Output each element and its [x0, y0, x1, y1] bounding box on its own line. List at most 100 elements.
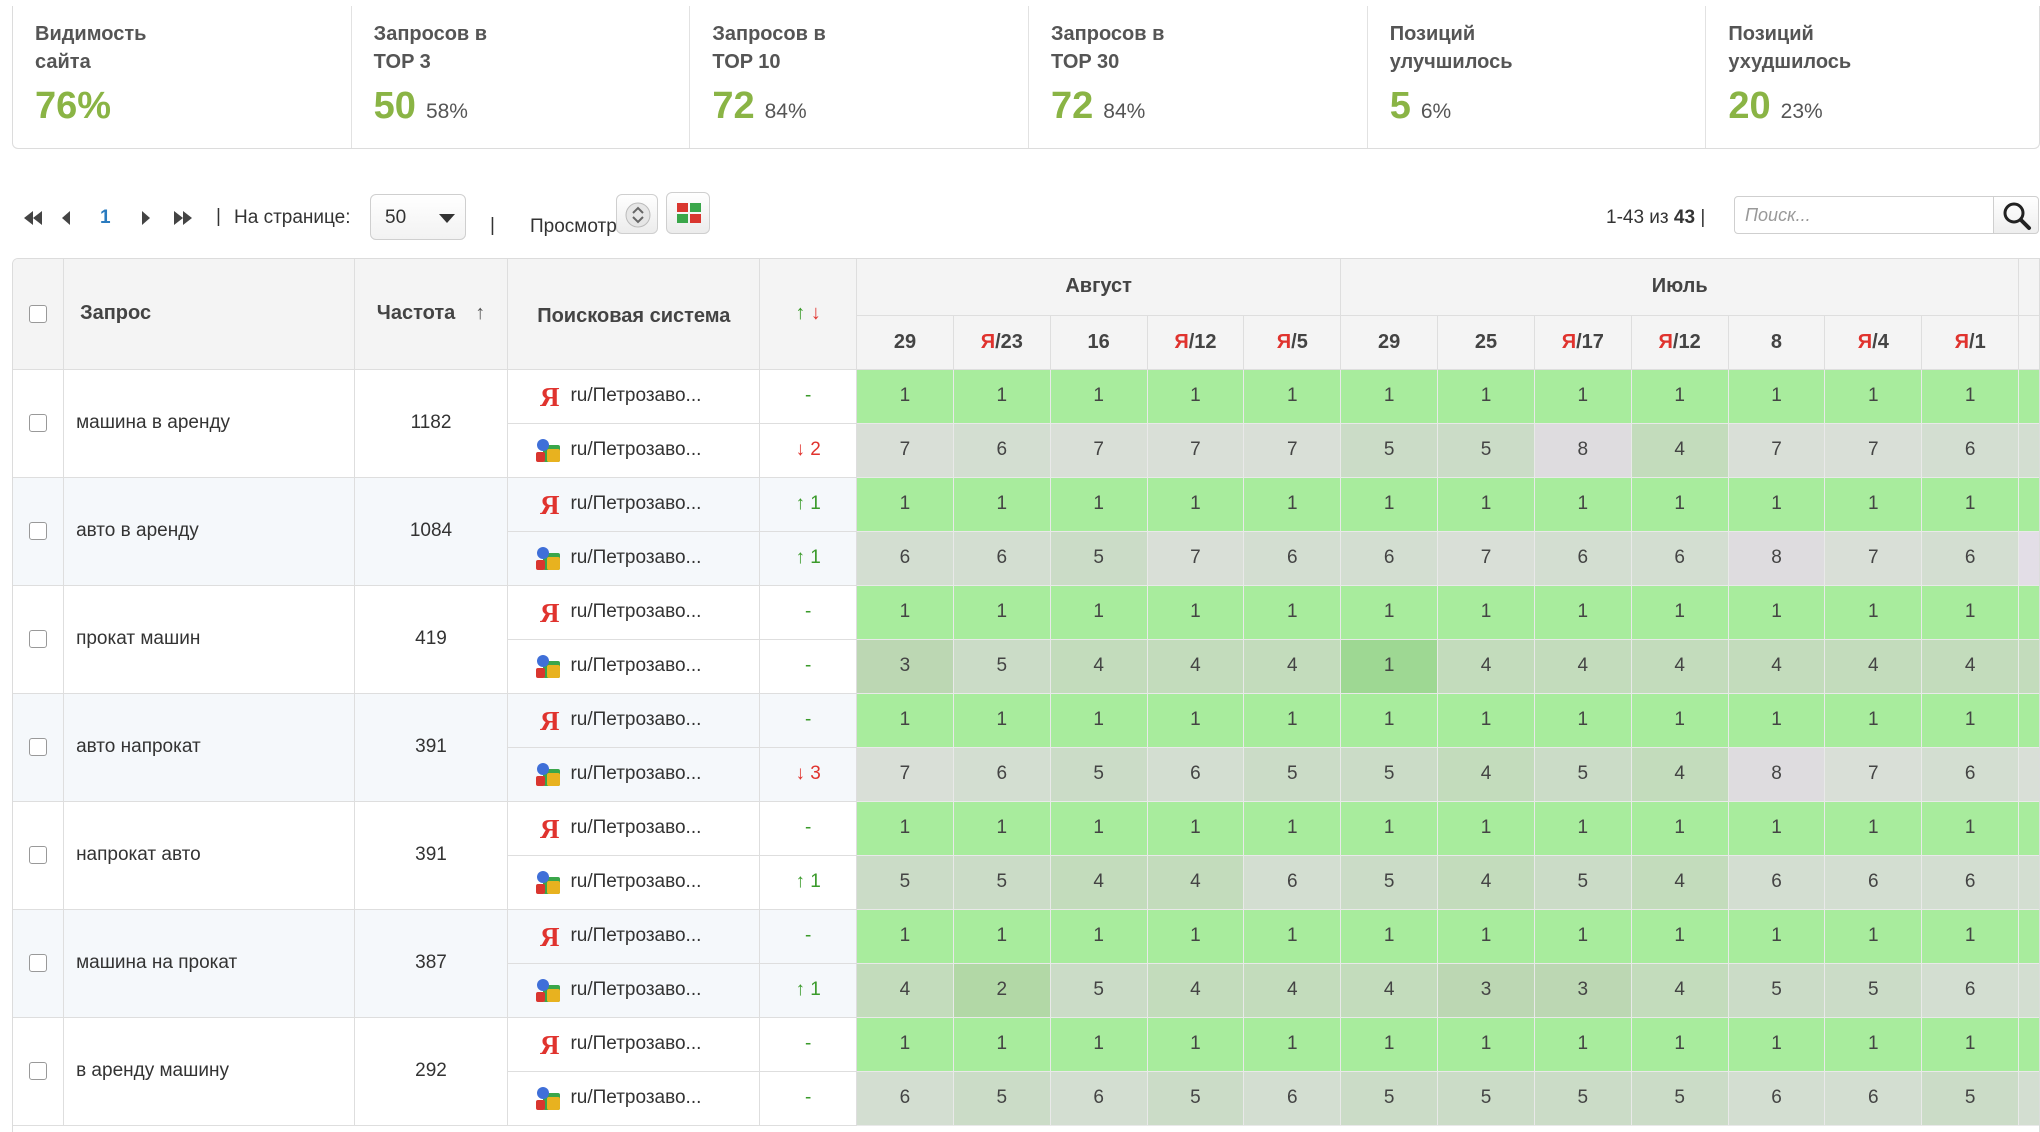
position-cell[interactable]: 1: [1728, 369, 1826, 424]
position-cell[interactable]: 1: [1824, 1017, 1923, 1072]
position-cell[interactable]: 1: [1147, 801, 1245, 856]
position-cell[interactable]: 1: [1921, 1017, 2020, 1072]
position-cell[interactable]: 4: [1631, 639, 1729, 694]
position-cell[interactable]: 6: [1728, 855, 1826, 910]
heatmap-view-button[interactable]: [666, 192, 710, 234]
position-cell[interactable]: 6: [953, 747, 1051, 802]
engine-cell[interactable]: ru/Петрозаво...: [507, 855, 761, 910]
position-cell[interactable]: 5: [953, 1071, 1051, 1126]
date-column-header[interactable]: 25: [1437, 315, 1535, 370]
position-cell[interactable]: 1: [1631, 1017, 1729, 1072]
date-column-header[interactable]: 16: [1050, 315, 1148, 370]
position-cell[interactable]: 1: [1243, 909, 1342, 964]
position-cell[interactable]: 1: [1534, 369, 1632, 424]
position-cell[interactable]: 1: [1340, 585, 1439, 640]
row-checkbox[interactable]: [29, 737, 48, 756]
position-cell[interactable]: 1: [1050, 909, 1148, 964]
position-cell[interactable]: 7: [1243, 423, 1342, 478]
position-cell[interactable]: 7: [1147, 531, 1245, 586]
position-cell[interactable]: 1: [953, 585, 1051, 640]
engine-cell[interactable]: ru/Петрозаво...: [507, 747, 761, 802]
position-cell[interactable]: 7: [1824, 747, 1923, 802]
position-cell[interactable]: 6: [1824, 1071, 1923, 1126]
position-cell[interactable]: 1: [2018, 909, 2039, 964]
position-cell[interactable]: 6: [2018, 1071, 2039, 1126]
position-cell[interactable]: 1: [1921, 477, 2020, 532]
position-cell[interactable]: 4: [1243, 639, 1342, 694]
position-cell[interactable]: 6: [1921, 531, 2020, 586]
query-text[interactable]: прокат машин: [63, 585, 355, 694]
position-cell[interactable]: 4: [1050, 639, 1148, 694]
position-cell[interactable]: 6: [1050, 1071, 1148, 1126]
query-text[interactable]: авто в аренду: [63, 477, 355, 586]
position-cell[interactable]: 6: [1921, 747, 2020, 802]
position-cell[interactable]: 5: [1340, 747, 1439, 802]
position-cell[interactable]: 4: [1824, 639, 1923, 694]
position-cell[interactable]: 1: [1824, 801, 1923, 856]
position-cell[interactable]: 5: [1437, 423, 1535, 478]
position-cell[interactable]: 4: [1050, 855, 1148, 910]
position-cell[interactable]: 1: [1631, 801, 1729, 856]
position-cell[interactable]: 1: [1050, 801, 1148, 856]
query-text[interactable]: напрокат авто: [63, 801, 355, 910]
position-cell[interactable]: 7: [1147, 423, 1245, 478]
position-cell[interactable]: 1: [1147, 693, 1245, 748]
position-cell[interactable]: 1: [1437, 801, 1535, 856]
position-cell[interactable]: 1: [953, 693, 1051, 748]
position-cell[interactable]: 1: [1243, 801, 1342, 856]
position-cell[interactable]: 5: [1050, 963, 1148, 1018]
position-cell[interactable]: 1: [1437, 1017, 1535, 1072]
engine-cell[interactable]: ru/Петрозаво...: [507, 1071, 761, 1126]
select-all-checkbox[interactable]: [29, 304, 48, 323]
date-column-header[interactable]: 27: [2018, 315, 2039, 370]
date-column-header[interactable]: Я/5: [1243, 315, 1342, 370]
position-cell[interactable]: 4: [1631, 855, 1729, 910]
position-cell[interactable]: 9: [2018, 531, 2039, 586]
position-cell[interactable]: 1: [1437, 369, 1535, 424]
position-cell[interactable]: 1: [1728, 909, 1826, 964]
date-column-header[interactable]: 8: [1728, 315, 1826, 370]
position-cell[interactable]: 7: [1824, 423, 1923, 478]
position-cell[interactable]: 1: [1437, 585, 1535, 640]
position-cell[interactable]: 6: [1147, 747, 1245, 802]
position-cell[interactable]: 1: [1147, 1017, 1245, 1072]
row-checkbox[interactable]: [29, 1061, 48, 1080]
position-cell[interactable]: 1: [1243, 369, 1342, 424]
position-cell[interactable]: 1: [1534, 693, 1632, 748]
position-cell[interactable]: 5: [1921, 1071, 2020, 1126]
position-cell[interactable]: 1: [1243, 693, 1342, 748]
engine-column-header[interactable]: Поисковая система: [507, 259, 761, 370]
position-cell[interactable]: 1: [1824, 477, 1923, 532]
position-cell[interactable]: 1: [953, 477, 1051, 532]
position-cell[interactable]: 1: [1340, 369, 1439, 424]
position-cell[interactable]: 7: [1050, 423, 1148, 478]
position-cell[interactable]: 1: [1824, 909, 1923, 964]
date-column-header[interactable]: Я/4: [1824, 315, 1923, 370]
date-column-header[interactable]: Я/17: [1534, 315, 1632, 370]
position-cell[interactable]: 1: [1631, 693, 1729, 748]
position-cell[interactable]: 1: [856, 369, 954, 424]
position-cell[interactable]: 6: [2018, 423, 2039, 478]
position-cell[interactable]: 5: [1340, 1071, 1439, 1126]
engine-cell[interactable]: ru/Петрозаво...: [507, 531, 761, 586]
position-cell[interactable]: 4: [1437, 855, 1535, 910]
position-cell[interactable]: 5: [953, 855, 1051, 910]
position-cell[interactable]: 5: [1340, 855, 1439, 910]
position-cell[interactable]: 1: [1243, 477, 1342, 532]
position-cell[interactable]: 1: [1243, 1017, 1342, 1072]
position-cell[interactable]: 1: [1437, 693, 1535, 748]
next-page-icon[interactable]: [140, 206, 152, 230]
position-cell[interactable]: 3: [1437, 963, 1535, 1018]
position-cell[interactable]: 1: [1050, 369, 1148, 424]
position-cell[interactable]: 6: [1534, 531, 1632, 586]
position-cell[interactable]: 7: [856, 423, 954, 478]
position-cell[interactable]: 1: [2018, 585, 2039, 640]
engine-cell[interactable]: ru/Петрозаво...: [507, 423, 761, 478]
per-page-select[interactable]: 50: [370, 194, 466, 240]
position-cell[interactable]: 4: [856, 963, 954, 1018]
position-cell[interactable]: 1: [1437, 909, 1535, 964]
position-cell[interactable]: 1: [2018, 801, 2039, 856]
position-cell[interactable]: 5: [1147, 1071, 1245, 1126]
